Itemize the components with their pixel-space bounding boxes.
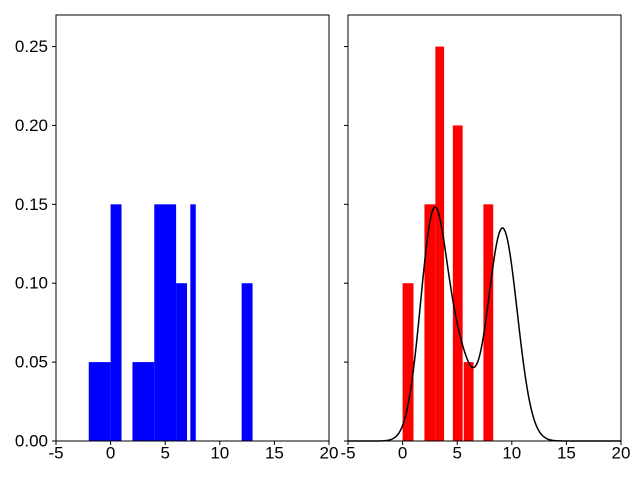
- svg-text:0: 0: [106, 444, 115, 463]
- svg-text:0: 0: [398, 444, 407, 463]
- svg-text:0.20: 0.20: [15, 116, 48, 135]
- svg-text:15: 15: [265, 444, 284, 463]
- svg-text:0.05: 0.05: [15, 353, 48, 372]
- svg-text:10: 10: [502, 444, 521, 463]
- svg-text:15: 15: [557, 444, 576, 463]
- svg-text:0.15: 0.15: [15, 195, 48, 214]
- svg-text:20: 20: [320, 444, 339, 463]
- svg-text:-5: -5: [340, 444, 355, 463]
- svg-text:10: 10: [210, 444, 229, 463]
- svg-text:0.25: 0.25: [15, 37, 48, 56]
- svg-text:-5: -5: [48, 444, 63, 463]
- svg-text:20: 20: [612, 444, 631, 463]
- svg-text:0.00: 0.00: [15, 432, 48, 451]
- svg-text:5: 5: [160, 444, 169, 463]
- svg-text:0.10: 0.10: [15, 274, 48, 293]
- svg-text:5: 5: [452, 444, 461, 463]
